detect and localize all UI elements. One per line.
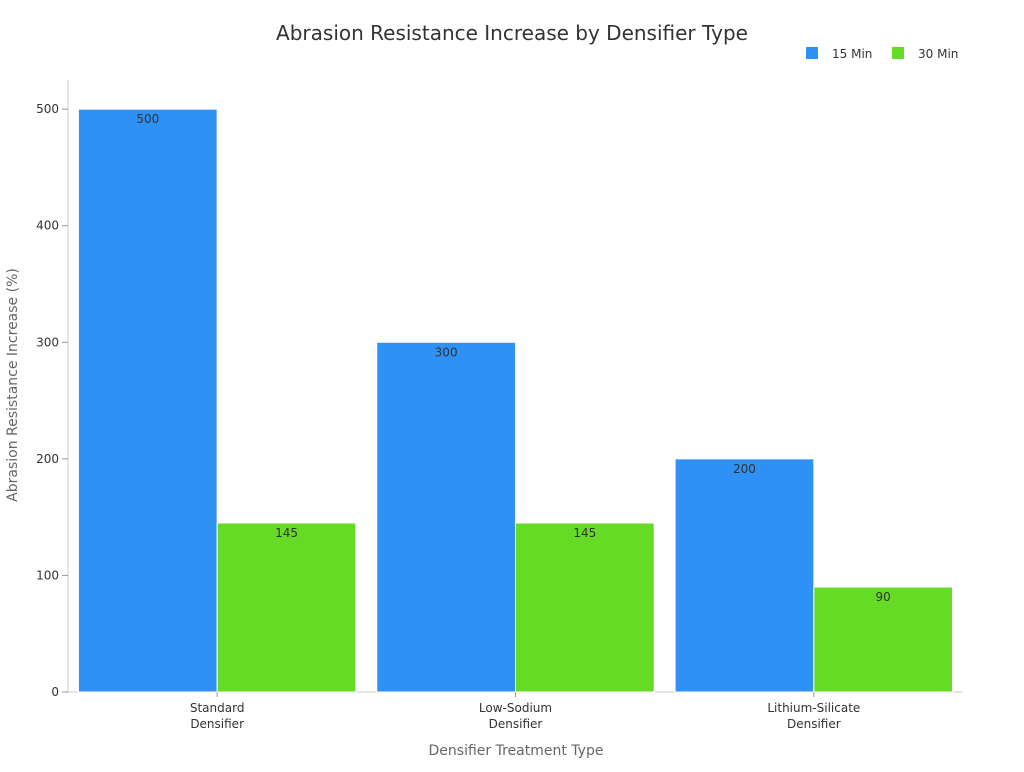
bar [77, 108, 218, 693]
y-tick-label: 300 [36, 335, 59, 349]
x-axis-title: Densifier Treatment Type [429, 743, 604, 759]
legend: 15 Min 30 Min [806, 47, 958, 61]
bar-value-label: 300 [435, 345, 458, 359]
x-tick-label: Densifier [489, 717, 543, 731]
y-tick-label: 200 [36, 452, 59, 466]
x-tick-label: Low-Sodium [479, 701, 552, 715]
bar [515, 522, 655, 693]
x-tick-label: Densifier [787, 717, 841, 731]
y-tick-label: 400 [36, 219, 59, 233]
x-tick-label: Standard [190, 701, 245, 715]
plot-area: 0 100 200 300 400 500 500 145 Standard Densifier 3… [36, 80, 963, 731]
legend-label: 15 Min [832, 47, 872, 61]
y-tick-label: 100 [36, 568, 59, 582]
bar-value-label: 90 [876, 590, 891, 604]
bar [376, 341, 516, 693]
y-axis-title: Abrasion Resistance Increase (%) [5, 268, 21, 502]
bar [674, 458, 815, 693]
bar [813, 586, 954, 693]
bar-value-label: 145 [573, 526, 596, 540]
legend-swatch [806, 47, 818, 59]
y-tick-label: 500 [36, 102, 59, 116]
y-tick-label: 0 [51, 685, 59, 699]
bar-value-label: 200 [733, 462, 756, 476]
bar-value-label: 500 [136, 112, 159, 126]
legend-swatch [892, 47, 904, 59]
x-tick-label: Densifier [190, 717, 244, 731]
bar-value-label: 145 [275, 526, 298, 540]
bar [216, 522, 357, 693]
chart-title: Abrasion Resistance Increase by Densifie… [276, 21, 748, 45]
legend-label: 30 Min [918, 47, 958, 61]
x-tick-label: Lithium-Silicate [767, 701, 860, 715]
